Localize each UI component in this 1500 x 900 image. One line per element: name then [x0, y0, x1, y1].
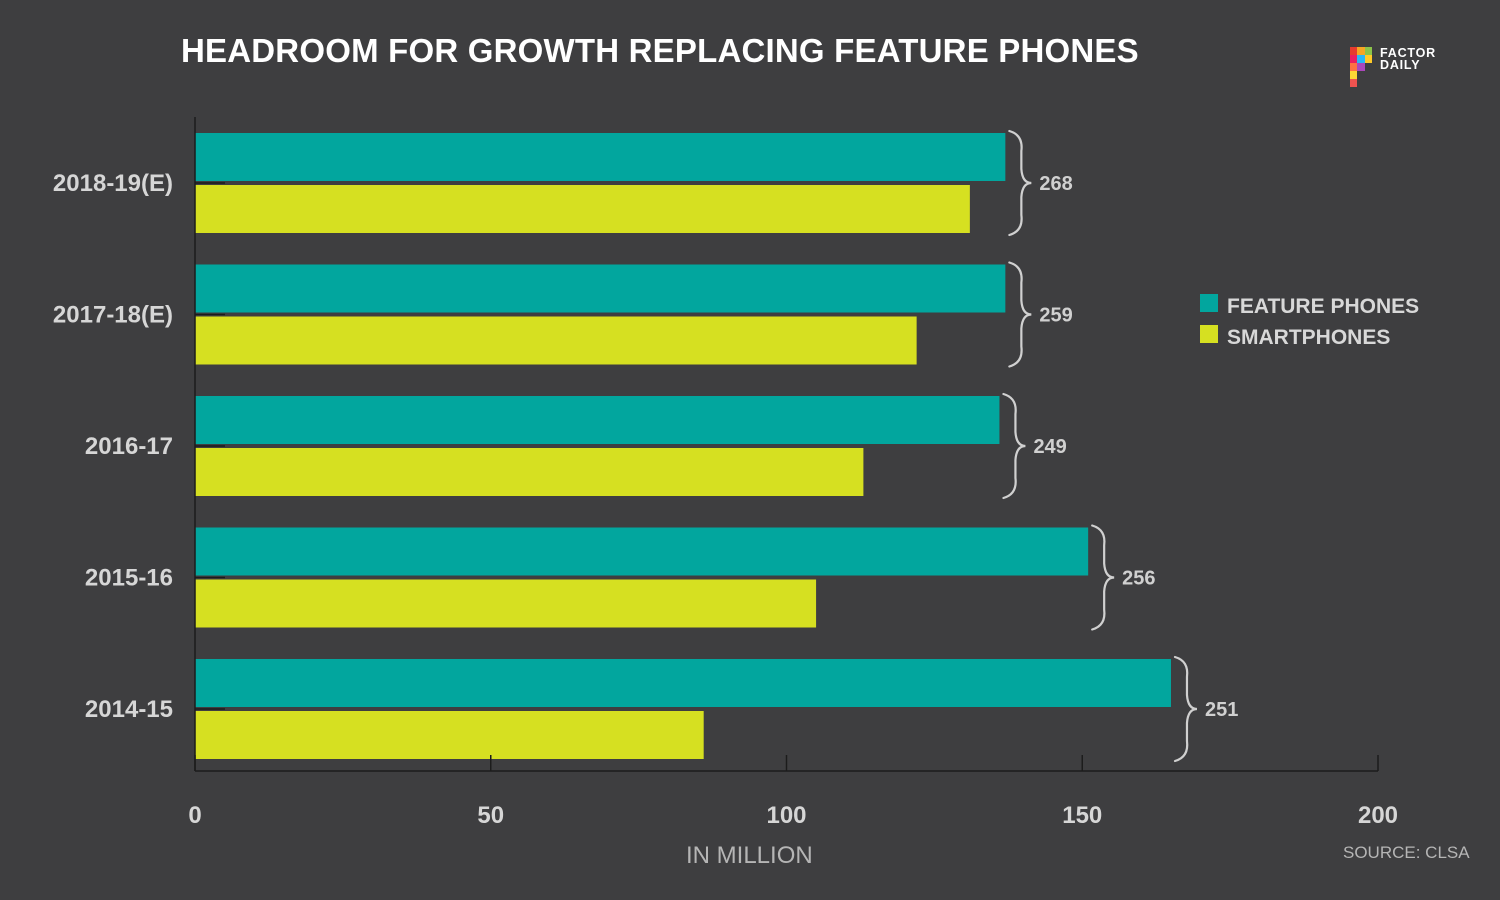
total-label-2016-17: 249 — [1033, 436, 1066, 458]
legend-label-feature-phones: FEATURE PHONES — [1227, 294, 1420, 318]
bar-smartphones-2015-16 — [195, 579, 817, 628]
brace-2017-18-e — [1008, 261, 1032, 368]
x-tick-label-150: 150 — [1062, 802, 1102, 829]
brace-2014-15 — [1173, 655, 1198, 763]
x-tick-label-0: 0 — [188, 802, 201, 829]
bar-smartphones-2017-18-e — [195, 316, 917, 365]
y-tick-label-2016-17: 2016-17 — [85, 433, 173, 460]
x-tick-label-50: 50 — [477, 802, 504, 829]
legend-swatch-smartphones — [1200, 324, 1218, 343]
legend-swatch-feature-phones — [1200, 293, 1218, 312]
bar-smartphones-2018-19-e — [195, 185, 970, 233]
y-tick-label-2018-19-e: 2018-19(E) — [53, 170, 173, 197]
x-axis-label: IN MILLION — [686, 842, 813, 869]
factor-daily-logo-icon — [1350, 47, 1372, 87]
factor-daily-logo: FACTOR DAILY — [1350, 47, 1436, 87]
source-note: SOURCE: CLSA — [1343, 843, 1470, 862]
bar-feature-phones-2016-17 — [195, 396, 1000, 444]
bar-smartphones-2016-17 — [195, 448, 864, 496]
y-tick-label-2015-16: 2015-16 — [85, 565, 173, 592]
total-label-2015-16: 256 — [1122, 568, 1155, 590]
bar-feature-phones-2014-15 — [195, 659, 1171, 707]
y-tick-label-2014-15: 2014-15 — [85, 696, 173, 723]
legend-item-smartphones: SMARTPHONES — [1200, 322, 1419, 353]
total-label-2014-15: 251 — [1205, 699, 1238, 721]
total-label-2018-19-e: 268 — [1039, 173, 1072, 195]
total-label-2017-18-e: 259 — [1039, 305, 1072, 327]
chart-title: HEADROOM FOR GROWTH REPLACING FEATURE PH… — [181, 32, 1139, 69]
x-tick-label-100: 100 — [766, 802, 806, 829]
brace-2015-16 — [1091, 524, 1115, 631]
legend-item-feature-phones: FEATURE PHONES — [1200, 291, 1419, 322]
bar-smartphones-2014-15 — [195, 711, 704, 759]
legend: FEATURE PHONES SMARTPHONES — [1200, 291, 1419, 353]
legend-label-smartphones: SMARTPHONES — [1227, 325, 1391, 349]
brace-2016-17 — [1002, 392, 1026, 500]
brace-2018-19-e — [1008, 129, 1032, 237]
logo-line-1: FACTOR — [1380, 46, 1436, 60]
bar-feature-phones-2017-18-e — [195, 264, 1006, 313]
y-tick-label-2017-18-e: 2017-18(E) — [53, 302, 173, 329]
bar-feature-phones-2018-19-e — [195, 133, 1006, 181]
bar-feature-phones-2015-16 — [195, 527, 1089, 576]
logo-line-2: DAILY — [1380, 58, 1421, 72]
x-tick-label-200: 200 — [1358, 802, 1398, 829]
